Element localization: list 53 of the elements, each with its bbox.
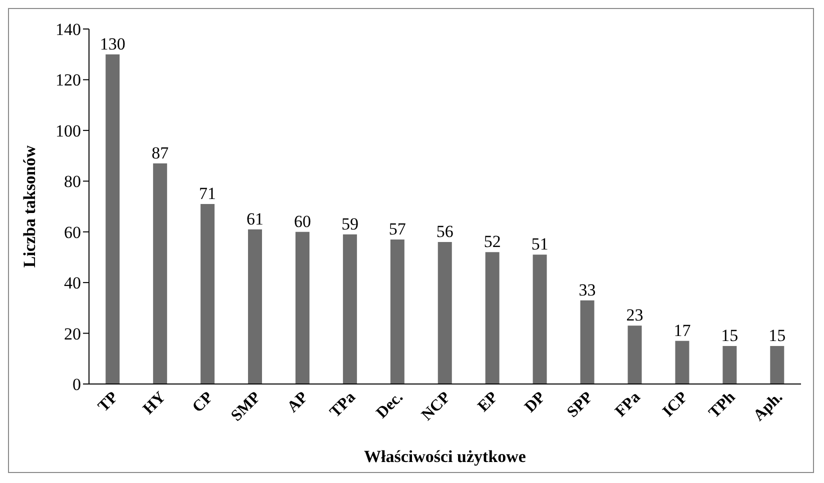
data-label: 52 xyxy=(484,232,501,252)
bar xyxy=(580,300,594,384)
data-label: 59 xyxy=(341,214,358,234)
y-tick-label: 40 xyxy=(64,274,81,293)
bar xyxy=(770,346,784,384)
data-label: 71 xyxy=(199,184,216,203)
x-tick-label: Dec. xyxy=(373,388,406,422)
data-label: 56 xyxy=(436,222,454,241)
y-tick-label: 120 xyxy=(56,70,81,90)
bar xyxy=(722,346,737,384)
y-tick-label: 0 xyxy=(72,375,81,394)
bar xyxy=(248,229,262,384)
bar xyxy=(106,54,120,384)
data-label: 60 xyxy=(294,212,311,231)
bar xyxy=(153,163,168,384)
x-tick-label: EP xyxy=(474,388,502,416)
x-tick-label: AP xyxy=(284,388,312,416)
bar xyxy=(342,234,357,384)
data-label: 51 xyxy=(531,234,548,254)
bar xyxy=(485,252,500,384)
y-axis-title: Liczba taksonów xyxy=(20,144,40,268)
bar xyxy=(532,254,547,384)
bar xyxy=(295,232,310,384)
data-label: 15 xyxy=(768,326,786,345)
x-tick-label: DP xyxy=(522,388,549,416)
data-label: 33 xyxy=(578,280,596,300)
data-label: 130 xyxy=(100,34,126,54)
x-tick-label: TPa xyxy=(326,388,359,421)
y-tick-label: 140 xyxy=(56,20,81,40)
bar xyxy=(675,340,690,384)
data-label: 57 xyxy=(388,219,406,238)
data-label: 15 xyxy=(721,326,738,345)
data-label: 17 xyxy=(674,320,692,340)
data-label: 61 xyxy=(246,209,264,228)
x-tick-label: HY xyxy=(140,388,170,418)
x-tick-label: ICP xyxy=(660,388,692,420)
bar xyxy=(390,239,404,384)
x-tick-label: Aph. xyxy=(750,388,786,424)
x-tick-label: SPP xyxy=(564,388,596,421)
bar xyxy=(628,326,642,384)
x-axis-title: Właściwości użytkowe xyxy=(364,447,526,466)
x-tick-label: TPh xyxy=(706,388,739,422)
y-tick-label: 60 xyxy=(64,222,81,242)
bar xyxy=(438,242,452,384)
x-tick-label: CP xyxy=(189,388,217,416)
x-tick-label: FPa xyxy=(612,388,644,420)
y-tick-label: 20 xyxy=(64,324,81,344)
data-label: 87 xyxy=(152,143,170,162)
y-tick-label: 80 xyxy=(64,172,81,192)
bar xyxy=(200,204,215,384)
y-tick-label: 100 xyxy=(56,121,81,140)
x-tick-label: TP xyxy=(95,388,122,416)
data-label: 23 xyxy=(626,306,644,325)
